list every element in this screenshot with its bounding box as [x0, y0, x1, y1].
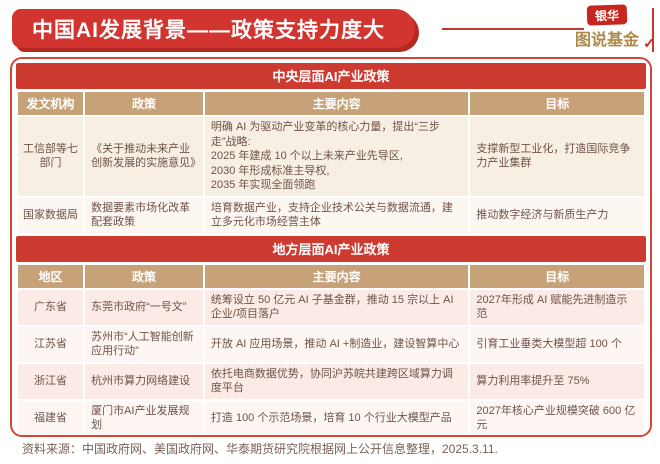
table-row: 工信部等七部门 《关于推动未来产业创新发展的实施意见》 明确 AI 为驱动产业变革的…	[18, 117, 644, 196]
table-cell: 统筹设立 50 亿元 AI 子基金群，推动 15 宗以上 AI企业/项目落户	[204, 289, 469, 325]
column-header: 主要内容	[204, 92, 469, 115]
page-title: 中国AI发展背景——政策支持力度大	[32, 18, 385, 42]
column-header: 政策	[85, 92, 203, 115]
table-cell: 引育工业垂类大模型超 100 个	[470, 326, 644, 362]
table-cell: 支撑新型工业化，打造国际竞争力产业集群	[470, 117, 644, 196]
central-policy-table: 发文机构 政策 主要内容 目标 工信部等七部门 《关于推动未来产业创新发展的实施意见》明…	[16, 90, 646, 235]
table-cell: 东莞市政府“一号文”	[85, 289, 203, 325]
table-cell: 工信部等七部门	[18, 117, 84, 196]
table-cell: 推动数字经济与新质生产力	[470, 197, 644, 233]
table-cell: 苏州市“人工智能创新应用行动”	[85, 326, 203, 362]
local-table-header-row: 地区 政策 主要内容 目标	[18, 264, 644, 288]
table-cell: 国家数据局	[18, 197, 84, 233]
brand-series-text: 图说基金	[574, 32, 639, 49]
table-cell: 打造 100 个示范场景，培育 10 个行业大模型产品	[204, 400, 469, 435]
table-cell: 培育数据产业，支持企业技术公关与数据流通，建立多元化市场经营主体	[204, 197, 469, 233]
table-row: 福建省 厦门市AI产业发展规划 打造 100 个示范场景，培育 10 个行业大模型产…	[18, 400, 644, 435]
table-cell: 厦门市AI产业发展规划	[85, 400, 203, 435]
table-row: 江苏省 苏州市“人工智能创新应用行动” 开放 AI 应用场景，推动 AI +制造业，…	[18, 326, 644, 362]
header-edge-line	[652, 8, 654, 52]
table-row: 国家数据局 数据要素市场化改革配套政策 培育数据产业，支持企业技术公关与数据流通，建…	[18, 197, 644, 233]
header-connector-line	[442, 28, 584, 30]
table-cell: 开放 AI 应用场景，推动 AI +制造业，建设智算中心	[204, 326, 469, 362]
column-header: 发文机构	[18, 92, 84, 115]
table-cell: 算力利用率提升至 75%	[470, 363, 644, 399]
central-table-header-row: 发文机构 政策 主要内容 目标	[18, 92, 644, 115]
check-icon: ✓	[643, 35, 655, 51]
table-cell: 《关于推动未来产业创新发展的实施意见》	[85, 117, 203, 196]
page-title-banner: 中国AI发展背景——政策支持力度大	[12, 9, 415, 48]
column-header: 目标	[470, 92, 644, 115]
column-header: 地区	[18, 264, 84, 288]
table-cell: 数据要素市场化改革配套政策	[85, 197, 203, 233]
brand-logo: 银华 图说基金 ✓	[568, 4, 655, 51]
local-policy-table: 地区 政策 主要内容 目标 广东省 东莞市政府“一号文” 统筹设立 50 亿元 AI 子基…	[16, 263, 646, 435]
brand-series-label: 图说基金 ✓	[568, 26, 655, 51]
table-row: 浙江省 杭州市算力网络建设 依托电商数据优势，协同沪苏皖共建跨区域算力调度平台 算力利…	[18, 363, 644, 399]
table-cell: 浙江省	[18, 363, 84, 399]
central-section-title: 中央层面AI产业政策	[16, 63, 646, 89]
table-cell: 福建省	[18, 400, 84, 435]
table-cell: 依托电商数据优势，协同沪苏皖共建跨区域算力调度平台	[204, 363, 469, 399]
column-header: 主要内容	[204, 264, 469, 288]
table-row: 广东省 东莞市政府“一号文” 统筹设立 50 亿元 AI 子基金群，推动 15 宗以…	[18, 289, 644, 325]
table-cell: 广东省	[18, 289, 84, 325]
local-section-title: 地方层面AI产业政策	[16, 235, 646, 262]
policy-panel: 中央层面AI产业政策 发文机构 政策 主要内容 目标 工信部等七部门 《关于推动未来产业…	[10, 57, 652, 437]
table-cell: 2027年核心产业规模突破 600 亿元	[470, 400, 644, 435]
column-header: 政策	[85, 264, 203, 288]
table-cell: 江苏省	[18, 326, 84, 362]
brand-badge: 银华	[586, 4, 628, 26]
column-header: 目标	[470, 264, 644, 288]
source-note: 资料来源：中国政府网、美国政府网、华泰期货研究院根据网上公开信息整理，2025.…	[22, 442, 498, 456]
table-cell: 杭州市算力网络建设	[85, 363, 203, 399]
table-cell: 2027年形成 AI 赋能先进制造示范	[470, 289, 644, 325]
table-cell: 明确 AI 为驱动产业变革的核心力量，提出“三步走”战略: 2025 年建成 1…	[204, 117, 469, 196]
